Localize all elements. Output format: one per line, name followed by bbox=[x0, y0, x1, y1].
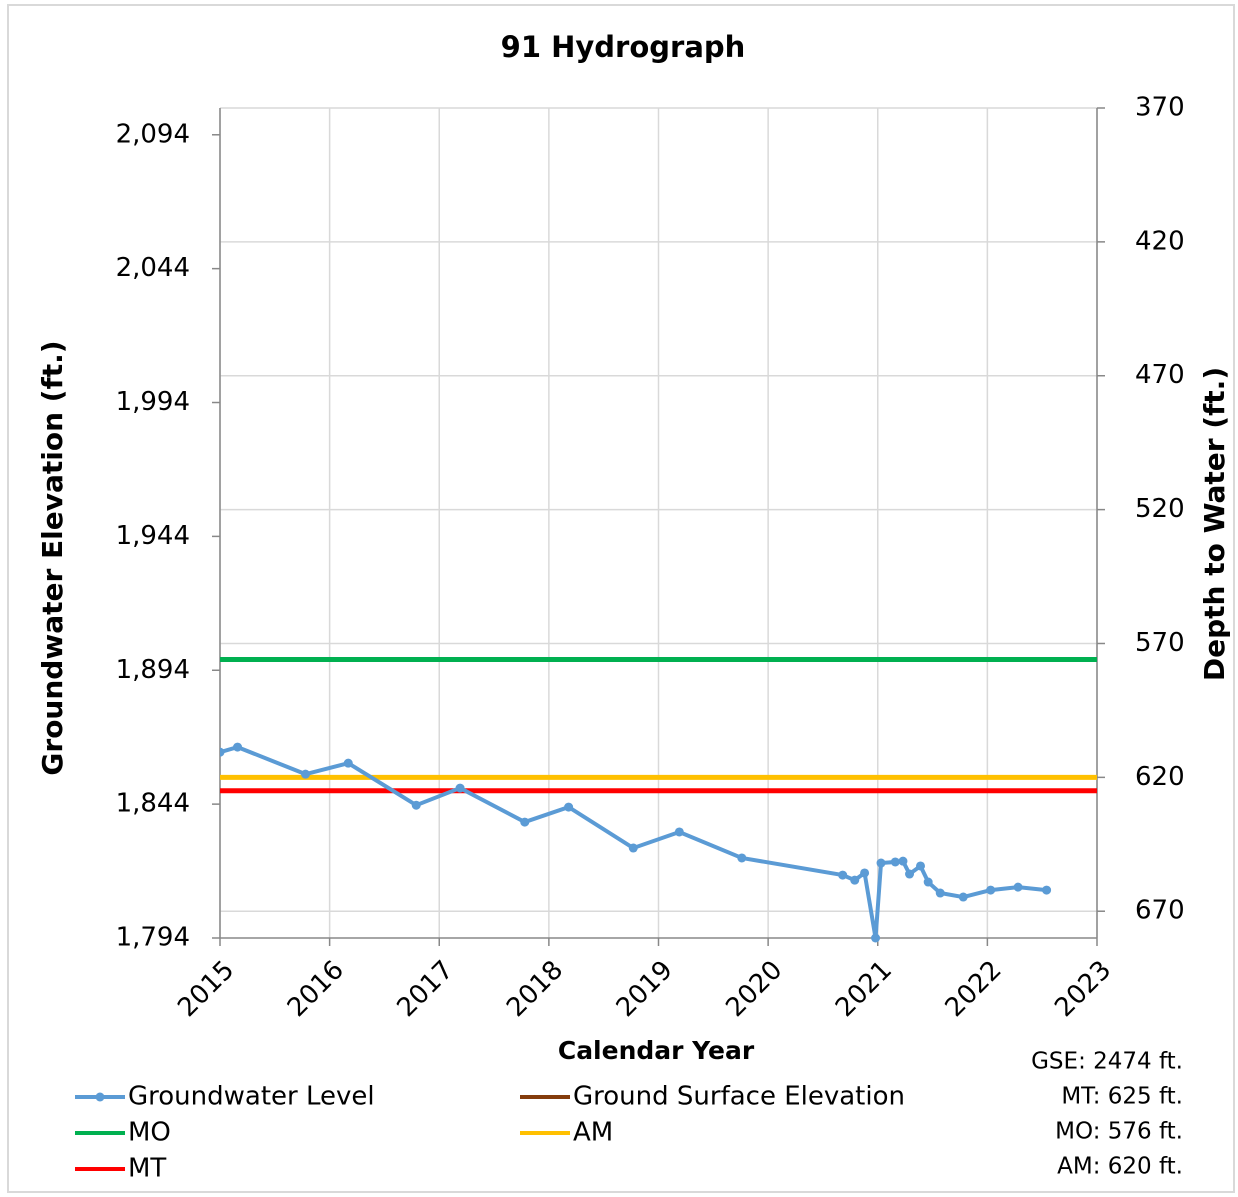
annotation: MO: 576 ft. bbox=[1055, 1119, 1183, 1145]
plot-area bbox=[220, 657, 1097, 943]
legend-label: MO bbox=[128, 1118, 171, 1148]
y2-tick-label: 670 bbox=[1135, 896, 1185, 926]
data-point bbox=[871, 933, 881, 943]
y2-tick-label: 470 bbox=[1135, 360, 1185, 390]
y-tick-label: 2,044 bbox=[116, 253, 190, 283]
y-tick-label: 1,794 bbox=[116, 923, 190, 953]
data-point bbox=[411, 800, 421, 810]
data-point bbox=[564, 802, 574, 812]
data-point bbox=[958, 892, 968, 902]
data-point bbox=[233, 742, 243, 752]
y-tick-label: 1,944 bbox=[116, 521, 190, 551]
data-point bbox=[674, 827, 684, 837]
data-point bbox=[301, 769, 311, 779]
y2-tick-label: 420 bbox=[1135, 226, 1185, 256]
data-point bbox=[838, 870, 848, 880]
annotation: MT: 625 ft. bbox=[1061, 1084, 1183, 1110]
data-point bbox=[923, 877, 933, 887]
data-point bbox=[737, 853, 747, 863]
data-point bbox=[986, 885, 996, 895]
y-tick-label: 2,094 bbox=[116, 119, 190, 149]
data-point bbox=[520, 817, 530, 827]
y2-tick-label: 620 bbox=[1135, 762, 1185, 792]
data-point bbox=[343, 758, 353, 768]
data-point bbox=[455, 783, 465, 793]
y2-tick-label: 370 bbox=[1135, 93, 1185, 123]
chart-frame bbox=[7, 4, 1235, 1193]
data-point bbox=[860, 868, 870, 878]
data-point bbox=[628, 843, 638, 853]
y2-tick-label: 570 bbox=[1135, 628, 1185, 658]
data-point bbox=[220, 747, 225, 757]
data-point bbox=[935, 888, 945, 898]
legend-marker bbox=[95, 1092, 105, 1102]
data-point bbox=[916, 861, 926, 871]
data-point bbox=[876, 858, 886, 868]
legend-label: Groundwater Level bbox=[128, 1082, 375, 1112]
data-point bbox=[890, 857, 900, 867]
legend-label: MT bbox=[128, 1154, 166, 1184]
data-point bbox=[898, 856, 908, 866]
annotation: GSE: 2474 ft. bbox=[1031, 1049, 1183, 1075]
y-axis-label: Groundwater Elevation (ft.) bbox=[36, 340, 69, 775]
legend-label: AM bbox=[573, 1118, 613, 1148]
data-point bbox=[850, 875, 860, 885]
data-point bbox=[1042, 885, 1052, 895]
y-tick-label: 1,844 bbox=[116, 789, 190, 819]
data-point bbox=[905, 869, 915, 879]
x-axis-label: Calendar Year bbox=[558, 1036, 755, 1065]
chart-title: 91 Hydrograph bbox=[501, 30, 746, 64]
y2-axis-label: Depth to Water (ft.) bbox=[1198, 367, 1231, 681]
annotation: AM: 620 ft. bbox=[1057, 1154, 1183, 1180]
y-tick-label: 1,894 bbox=[116, 655, 190, 685]
data-point bbox=[1013, 882, 1023, 892]
legend-label: Ground Surface Elevation bbox=[573, 1082, 905, 1112]
y-tick-label: 1,994 bbox=[116, 387, 190, 417]
y2-tick-label: 520 bbox=[1135, 494, 1185, 524]
